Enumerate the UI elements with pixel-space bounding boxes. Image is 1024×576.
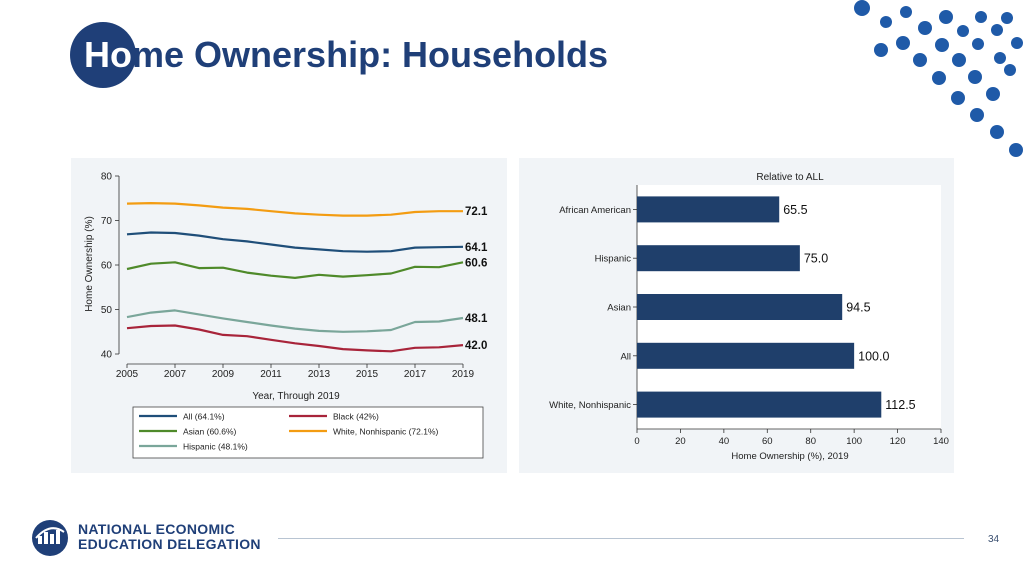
decorative-dot [918, 21, 932, 35]
line-chart-x-tick-label: 2011 [260, 369, 282, 380]
logo-line-1: NATIONAL ECONOMIC [78, 521, 236, 537]
bar-chart-title: Relative to ALL [756, 172, 824, 183]
line-chart-y-tick-label: 60 [101, 261, 113, 272]
bar-chart-x-tick-label: 80 [805, 436, 816, 447]
line-chart-x-tick-label: 2007 [164, 369, 187, 380]
line-end-label-black: 42.0 [465, 340, 487, 352]
line-chart-y-tick-label: 50 [101, 305, 113, 316]
decorative-dot [935, 38, 949, 52]
line-chart-y-tick-label: 70 [101, 216, 113, 227]
bar-value-label: 75.0 [804, 252, 828, 266]
decorative-dot [994, 52, 1006, 64]
bar-chart-x-tick-label: 60 [762, 436, 773, 447]
bar-value-label: 100.0 [858, 349, 889, 363]
page-number: 34 [988, 534, 1000, 545]
decorative-dot [900, 6, 912, 18]
bar-white-nonhispanic [637, 391, 882, 418]
bar-chart: Relative to ALL 0 20 40 60 80 100 120 140 Afric… [549, 172, 949, 462]
decorative-dot [880, 16, 892, 28]
decorative-dot [986, 87, 1000, 101]
legend-label-hispanic: Hispanic (48.1%) [183, 442, 248, 452]
line-chart-x-tick-label: 2015 [356, 369, 379, 380]
bar-asian [637, 294, 843, 320]
legend-label-all: All (64.1%) [183, 412, 225, 422]
bar-chart-x-tick-label: 0 [634, 436, 639, 447]
bar-value-label: 94.5 [846, 301, 870, 315]
line-chart-axes: 40 50 60 70 80 2005 2007 2009 2011 2013 2015 2017 20… [101, 172, 475, 381]
bar-chart-x-tick-label: 120 [890, 436, 906, 447]
decorative-dot [1011, 37, 1023, 49]
line-chart-end-labels: 64.1 42.0 60.6 72.1 48.1 [465, 206, 488, 352]
decorative-dot [939, 10, 953, 24]
bar-category-label: Hispanic [595, 254, 632, 265]
bar-chart-x-axis-label: Home Ownership (%), 2019 [731, 451, 848, 462]
decorative-dot [1009, 143, 1023, 157]
legend-label-black: Black (42%) [333, 412, 379, 422]
bar-african-american [637, 196, 780, 223]
bar-hispanic [637, 245, 800, 272]
line-chart-x-tick-label: 2013 [308, 369, 331, 380]
decorative-dot [913, 53, 927, 67]
line-chart-panel: 40 50 60 70 80 2005 2007 2009 2011 2013 2015 2017 20… [71, 158, 507, 473]
bar-value-label: 112.5 [885, 398, 915, 412]
line-series-white_nonhispanic [126, 202, 463, 217]
bar-all [637, 342, 855, 369]
decorative-dot [968, 70, 982, 84]
line-end-label-all: 64.1 [465, 242, 488, 254]
bar-chart-x-tick-label: 100 [846, 436, 862, 447]
bar-category-label: All [620, 351, 631, 362]
bar-category-label: White, Nonhispanic [549, 400, 631, 411]
line-end-label-white_nonhispanic: 72.1 [465, 206, 488, 218]
logo-wordmark: NATIONAL ECONOMIC EDUCATION DELEGATION [78, 522, 261, 552]
title-circle-accent [70, 22, 136, 88]
decorative-dot [957, 25, 969, 37]
line-end-label-hispanic: 48.1 [465, 313, 488, 325]
decorative-dot [932, 71, 946, 85]
line-chart-series [126, 202, 464, 353]
decorative-dot [991, 24, 1003, 36]
decorative-dot [854, 0, 870, 16]
decorative-dot [1001, 12, 1013, 24]
decorative-dot [975, 11, 987, 23]
bar-chart-bars: African American 65.5 Hispanic 75.0 Asian 94.… [549, 196, 916, 418]
decorative-dot [970, 108, 984, 122]
line-chart-y-tick-label: 80 [101, 172, 113, 183]
line-chart-x-axis-label: Year, Through 2019 [252, 391, 340, 402]
legend-label-white_nonhispanic: White, Nonhispanic (72.1%) [333, 427, 439, 437]
line-chart-x-tick-label: 2009 [212, 369, 235, 380]
bar-category-label: Asian [607, 303, 631, 314]
bar-category-label: African American [559, 205, 631, 216]
logo-line-2: EDUCATION DELEGATION [78, 536, 261, 552]
line-series-asian [126, 261, 464, 279]
bar-chart-x-tick-label: 40 [719, 436, 730, 447]
line-chart: 40 50 60 70 80 2005 2007 2009 2011 2013 2015 2017 20… [84, 172, 488, 459]
bar-chart-x-tick-label: 20 [675, 436, 686, 447]
line-series-all [126, 231, 464, 253]
decorative-dot [1004, 64, 1016, 76]
decorative-dot [972, 38, 984, 50]
decorative-dot [990, 125, 1004, 139]
bar-chart-x-tick-label: 140 [933, 436, 949, 447]
decorative-dot [952, 53, 966, 67]
bar-chart-panel: Relative to ALL 0 20 40 60 80 100 120 140 Afric… [519, 158, 954, 473]
title-rest: me Ownership: Households [132, 34, 609, 75]
title-lead: Ho [84, 34, 132, 75]
line-chart-x-tick-label: 2005 [116, 369, 139, 380]
legend-label-asian: Asian (60.6%) [183, 427, 237, 437]
decorative-dot [896, 36, 910, 50]
title-text: Home Ownership: Households [84, 34, 608, 76]
line-chart-x-tick-label: 2019 [452, 369, 475, 380]
line-chart-y-axis-label: Home Ownership (%) [84, 216, 95, 312]
need-logo-icon [32, 520, 68, 556]
footer-divider [278, 538, 964, 539]
line-series-black [126, 324, 464, 353]
line-series-hispanic [126, 309, 464, 333]
line-end-label-asian: 60.6 [465, 257, 487, 269]
line-chart-legend: All (64.1%) Black (42%) Asian (60.6%) White… [132, 406, 484, 459]
decorative-dot [874, 43, 888, 57]
line-chart-x-tick-label: 2017 [404, 369, 427, 380]
bar-value-label: 65.5 [783, 203, 807, 217]
decorative-dot [951, 91, 965, 105]
line-chart-y-tick-label: 40 [101, 350, 113, 361]
